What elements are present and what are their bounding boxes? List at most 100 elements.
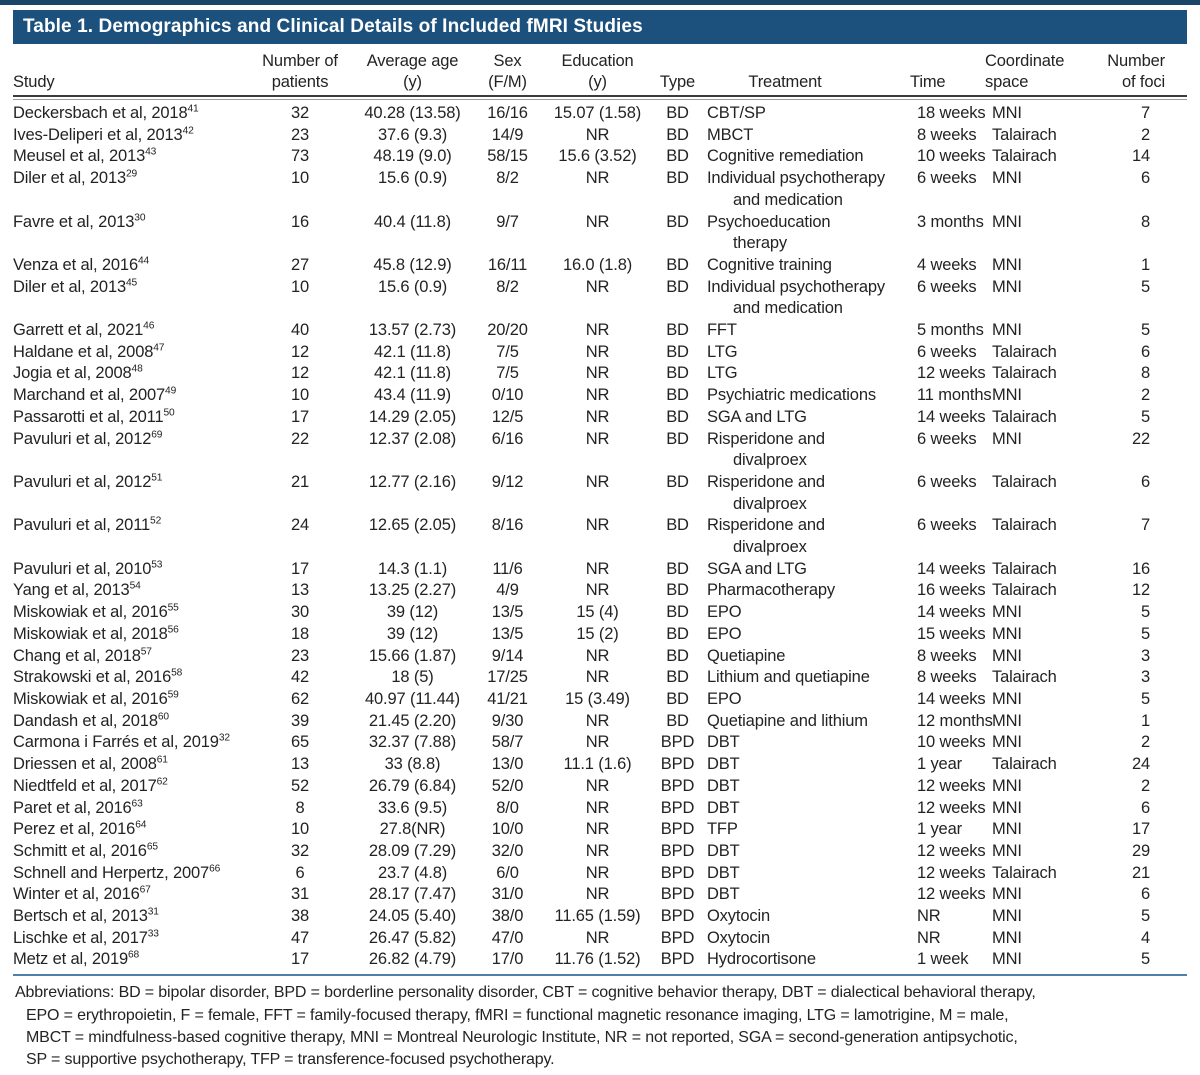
cell-type: BD [666, 407, 689, 426]
cell-age: 28.09 (7.29) [368, 841, 457, 860]
reference-superscript: 44 [137, 255, 150, 267]
cell-age: 48.19 (9.0) [373, 147, 452, 166]
cell-treatment: Psychoeducation therapy [707, 212, 831, 253]
cell-education: NR [585, 581, 610, 600]
cell-education: NR [585, 169, 610, 188]
cell-sex: 41/21 [487, 689, 528, 708]
cell-time: 12 weeks [917, 798, 986, 817]
cell-study: Passarotti et al, 201150 [13, 407, 250, 429]
cell-age: 26.82 (4.79) [368, 950, 457, 969]
cell-study: Schmitt et al, 201665 [13, 841, 250, 863]
table-header-row: Study Number of patients Average age (y)… [13, 44, 1187, 95]
cell-foci: 5 [1140, 277, 1150, 296]
cell-type: BD [666, 559, 689, 578]
study-name: Miskowiak et al, 2018 [13, 624, 168, 643]
cell-treatment: Quetiapine [707, 646, 786, 665]
reference-superscript: 58 [171, 667, 183, 679]
cell-education: 15 (3.49) [565, 689, 630, 708]
cell-patients: 65 [290, 733, 310, 752]
cell-age: 24.05 (5.40) [368, 907, 457, 926]
cell-coordinate-space: MNI [992, 885, 1022, 904]
cell-sex: 4/9 [496, 581, 519, 600]
cell-age: 15.6 (0.9) [377, 277, 448, 296]
cell-patients: 38 [290, 907, 310, 926]
study-name: Lischke et al, 2017 [13, 928, 148, 947]
table-title-bar: Table 1. Demographics and Clinical Detai… [13, 10, 1187, 44]
cell-time: 1 year [917, 755, 962, 774]
cell-foci: 8 [1140, 212, 1150, 231]
cell-foci: 5 [1140, 689, 1150, 708]
cell-study: Winter et al, 201667 [13, 884, 250, 906]
cell-foci: 5 [1140, 407, 1150, 426]
cell-age: 26.79 (6.84) [368, 776, 457, 795]
cell-patients: 23 [290, 125, 310, 144]
cell-coordinate-space: Talairach [992, 472, 1057, 491]
cell-foci: 5 [1140, 950, 1150, 969]
table-row: Garrett et al, 202146 40 13.57 (2.73) 20/20… [13, 320, 1187, 342]
cell-foci: 29 [1131, 841, 1150, 860]
cell-study: Carmona i Farrés et al, 201932 [13, 732, 250, 754]
cell-education: NR [585, 928, 610, 947]
table-row: Deckersbach et al, 201841 32 40.28 (13.58)… [13, 103, 1187, 125]
cell-type: BPD [660, 733, 695, 752]
table-row: Winter et al, 201667 31 28.17 (7.47) 31/0 NR… [13, 884, 1187, 906]
study-name: Pavuluri et al, 2012 [13, 472, 152, 491]
cell-type: BD [666, 624, 689, 643]
cell-time: 12 weeks [917, 841, 986, 860]
cell-study: Driessen et al, 200861 [13, 754, 250, 776]
study-name: Diler et al, 2013 [13, 277, 127, 296]
cell-treatment: DBT [707, 755, 740, 774]
cell-type: BD [666, 147, 689, 166]
reference-superscript: 65 [146, 841, 158, 853]
cell-coordinate-space: MNI [992, 624, 1022, 643]
cell-treatment: SGA and LTG [707, 559, 807, 578]
reference-superscript: 60 [157, 711, 169, 723]
study-name: Schnell and Herpertz, 2007 [13, 863, 210, 882]
reference-superscript: 46 [143, 320, 155, 332]
cell-type: BPD [660, 776, 695, 795]
cell-education: NR [585, 364, 610, 383]
reference-superscript: 31 [147, 906, 159, 918]
cell-coordinate-space: MNI [992, 212, 1022, 231]
cell-type: BPD [660, 755, 695, 774]
cell-sex: 13/0 [491, 755, 524, 774]
cell-sex: 16/11 [487, 255, 528, 274]
cell-patients: 10 [290, 277, 310, 296]
table-title: Table 1. Demographics and Clinical Detai… [23, 16, 643, 37]
cell-sex: 13/5 [491, 603, 524, 622]
cell-foci: 5 [1140, 603, 1150, 622]
cell-patients: 27 [290, 255, 310, 274]
cell-age: 13.57 (2.73) [368, 321, 457, 340]
cell-treatment: Risperidone and divalproex [707, 429, 825, 470]
cell-time: 15 weeks [917, 624, 986, 643]
cell-time: 5 months [917, 321, 984, 340]
cell-study: Strakowski et al, 201658 [13, 667, 250, 689]
cell-patients: 32 [290, 104, 310, 122]
cell-education: NR [585, 321, 610, 340]
cell-education: NR [585, 841, 610, 860]
cell-time: 11 months [917, 386, 992, 405]
cell-treatment: Cognitive remediation [707, 147, 864, 166]
cell-coordinate-space: Talairach [992, 581, 1057, 600]
cell-age: 27.8(NR) [379, 820, 446, 839]
cell-sex: 9/12 [491, 472, 524, 491]
reference-superscript: 32 [218, 732, 230, 744]
cell-foci: 6 [1140, 798, 1150, 817]
cell-foci: 6 [1140, 472, 1150, 491]
cell-time: 14 weeks [917, 559, 986, 578]
cell-sex: 11/6 [492, 559, 523, 578]
cell-patients: 12 [290, 342, 310, 361]
cell-coordinate-space: MNI [992, 776, 1022, 795]
table-row: Favre et al, 201330 16 40.4 (11.8) 9/7 NR BD P… [13, 212, 1187, 255]
cell-study: Garrett et al, 202146 [13, 320, 250, 342]
table-row: Schnell and Herpertz, 200766 6 23.7 (4.8) 6… [13, 863, 1187, 885]
cell-sex: 38/0 [491, 907, 524, 926]
cell-education: NR [585, 863, 610, 882]
column-header-treatment: Treatment [748, 73, 822, 91]
cell-coordinate-space: Talairach [992, 863, 1057, 882]
cell-age: 13.25 (2.27) [368, 581, 457, 600]
cell-sex: 31/0 [491, 885, 524, 904]
cell-type: BD [666, 646, 689, 665]
cell-age: 33 (8.8) [384, 755, 441, 774]
footnote-line: Abbreviations: BD = bipolar disorder, BP… [15, 984, 1036, 1002]
